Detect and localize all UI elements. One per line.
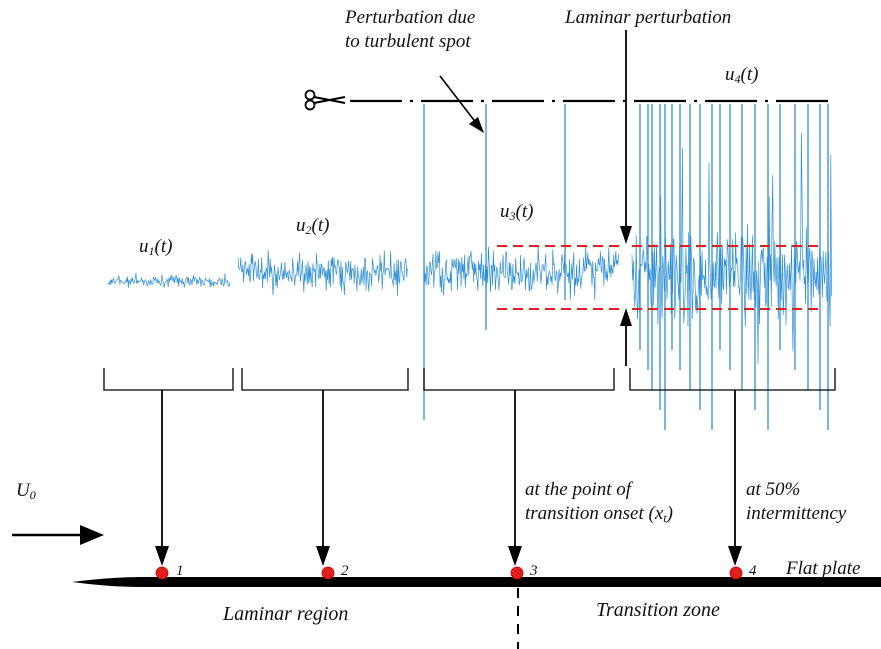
point-number-2: 2 [341,563,349,579]
signal-u4-trace [631,132,832,365]
scissors-icon [304,89,346,111]
flat-plate [72,577,881,587]
turbulent-spot-annotation: Perturbation due to turbulent spot [345,7,476,52]
measurement-point-3 [510,566,524,580]
arrow-head-3 [508,546,522,566]
arrow-head-2 [316,546,330,566]
intermittency-annotation: at 50% intermittency [746,479,847,524]
signal-label-u4: u4(t) [725,64,759,86]
laminar-region-label: Laminar region [223,603,349,625]
signal-u2-trace [237,249,408,297]
point-number-1: 1 [176,563,184,579]
turbulent-spot-arrowhead [469,117,484,133]
measurement-point-2 [321,566,335,580]
measurement-arrows [161,390,736,556]
transition-onset-annotation: at the point of transition onset (xt) [525,479,673,525]
threshold-lines [497,245,822,310]
measurement-point-4 [729,566,743,580]
arrow-head-4 [728,546,742,566]
laminar-perturbation-arrowhead-up [620,308,632,326]
bracket-4 [629,368,836,391]
signal-u3-trace [423,244,620,301]
laminar-perturbation-annotation: Laminar perturbation [565,7,732,28]
segment-brackets [103,368,836,391]
point-number-4: 4 [749,563,757,579]
point-number-3: 3 [530,563,538,579]
signal-label-u1: u1(t) [139,236,173,258]
laminar-perturbation-arrowhead-down [620,226,632,244]
signal-label-u3: u3(t) [500,201,534,223]
signal-u1-trace [107,273,231,288]
arrow-head-1 [155,546,169,566]
flat-plate-label: Flat plate [786,558,861,579]
bracket-2 [241,368,409,391]
measurement-point-1 [155,566,169,580]
signal-label-u2: u2(t) [296,215,330,237]
freestream-velocity-label: U0 [16,480,36,502]
turbulent-spot-pointer [439,75,478,125]
transition-zone-label: Transition zone [596,599,720,621]
bracket-1 [103,368,234,391]
velocity-signals [107,104,832,430]
bracket-3 [423,368,615,391]
freestream-arrowhead [80,525,104,545]
